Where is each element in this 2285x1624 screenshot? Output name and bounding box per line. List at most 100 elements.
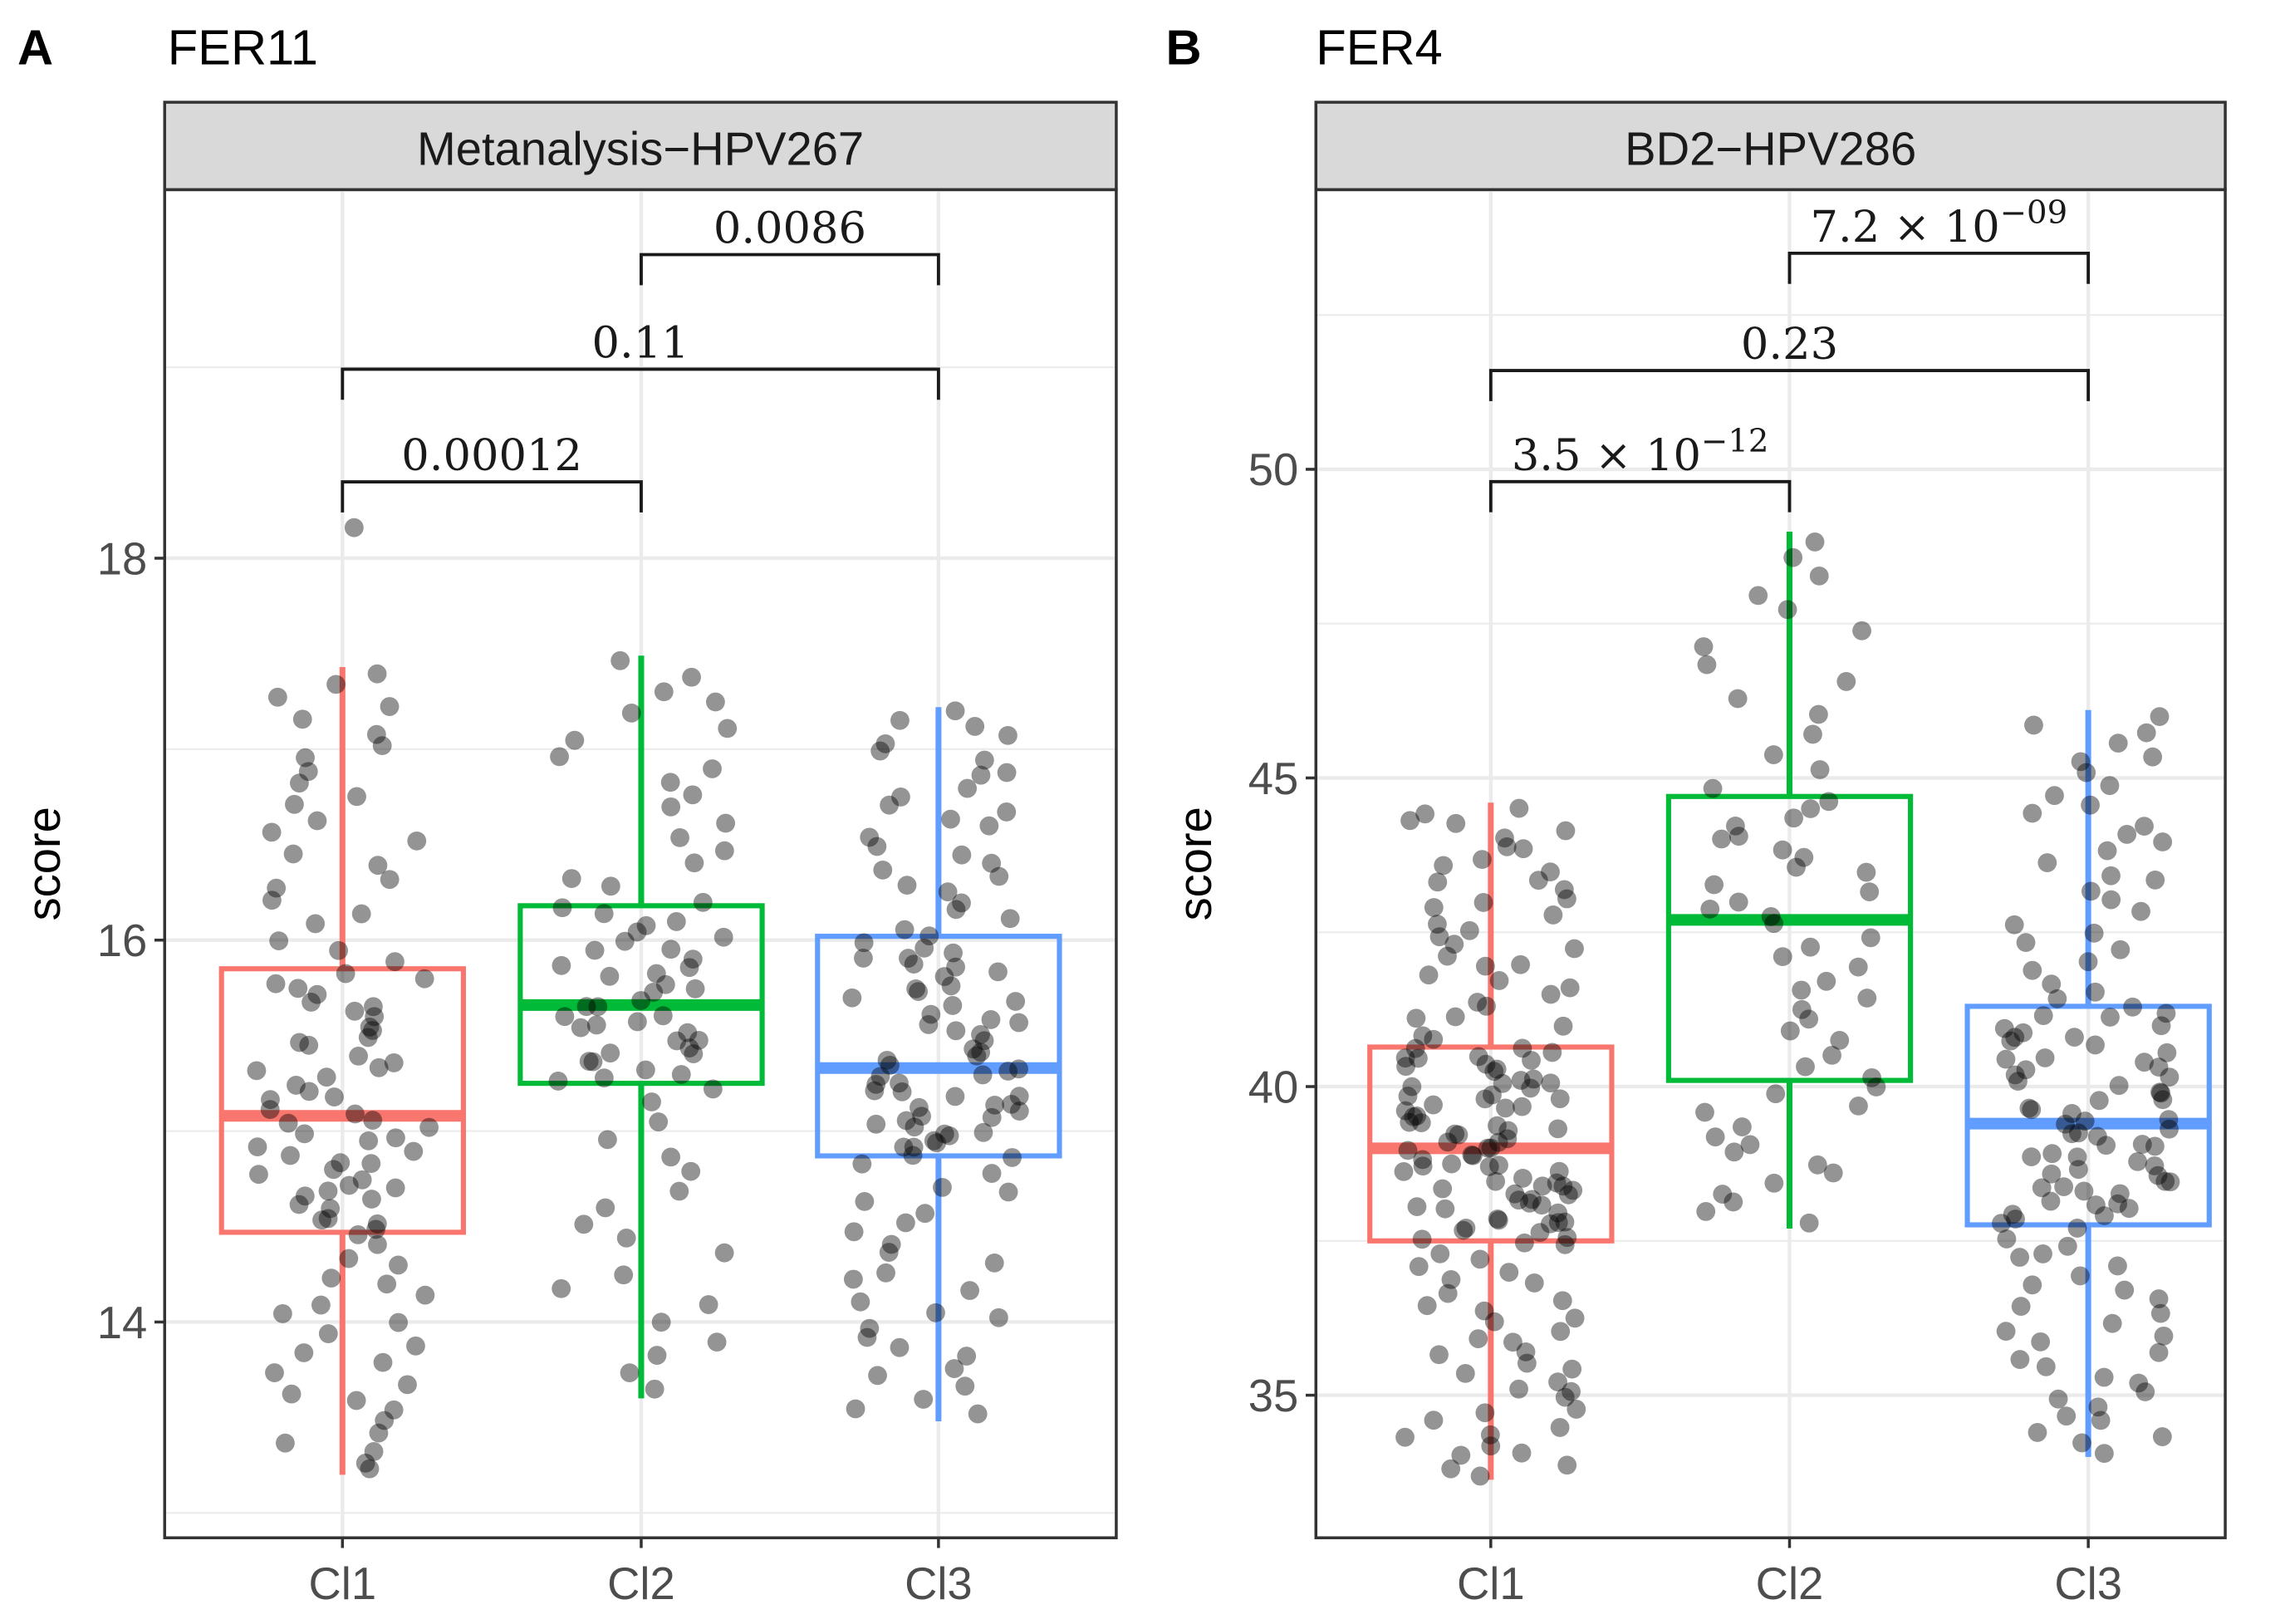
data-point <box>866 1114 886 1134</box>
data-point <box>2042 1144 2062 1164</box>
data-point <box>1469 1047 1488 1067</box>
data-point <box>646 964 666 984</box>
data-point <box>552 898 572 918</box>
data-point <box>1444 935 1464 954</box>
y-tick-label: 50 <box>1248 444 1298 495</box>
data-point <box>655 974 675 994</box>
data-point <box>2045 786 2064 806</box>
data-point <box>854 933 874 953</box>
data-point <box>1516 1342 1536 1362</box>
data-point <box>359 1131 379 1151</box>
p-value-label: 7.2 × 10−09 <box>1810 194 2067 253</box>
data-point <box>288 979 308 998</box>
data-point <box>981 1010 1001 1029</box>
bracket-line <box>640 253 940 286</box>
data-point <box>1470 1249 1490 1269</box>
data-point <box>594 1068 614 1088</box>
data-point <box>1524 1273 1544 1293</box>
data-point <box>2078 952 2098 972</box>
data-point <box>1476 1054 1496 1074</box>
y-tick-label: 40 <box>1248 1062 1298 1112</box>
data-point <box>1413 1156 1433 1176</box>
data-point <box>699 1295 718 1314</box>
data-point <box>1406 1008 1426 1028</box>
data-point <box>2109 1076 2129 1096</box>
data-point <box>1724 1142 1744 1162</box>
data-point <box>941 809 960 829</box>
data-point <box>1557 889 1576 909</box>
data-point <box>934 967 954 986</box>
panel-border <box>163 188 1118 1539</box>
data-point <box>1486 1171 1506 1191</box>
data-point <box>364 1441 384 1461</box>
data-point <box>366 1219 385 1239</box>
panel-label: A <box>17 19 53 75</box>
data-point <box>389 1255 408 1275</box>
data-point <box>867 837 887 856</box>
data-point <box>1473 850 1492 870</box>
data-point <box>1512 1443 1532 1463</box>
data-point <box>2145 1156 2165 1175</box>
data-point <box>2095 1206 2114 1225</box>
data-point <box>1748 586 1768 606</box>
data-point <box>295 1186 315 1206</box>
data-point <box>631 991 651 1010</box>
data-point <box>2088 1397 2108 1417</box>
data-point <box>1784 808 1804 828</box>
data-point <box>2042 974 2062 994</box>
data-point <box>1764 914 1784 934</box>
data-point <box>1543 905 1563 925</box>
data-point <box>362 1190 381 1209</box>
data-point <box>1799 1213 1819 1233</box>
data-point <box>2149 1342 2169 1362</box>
data-point <box>997 763 1017 783</box>
data-point <box>1822 1045 1841 1065</box>
data-point <box>1489 1155 1508 1175</box>
data-point <box>1805 532 1825 552</box>
data-point <box>683 785 703 805</box>
data-point <box>1565 939 1584 959</box>
data-point <box>2151 1016 2171 1036</box>
data-point <box>2071 1266 2090 1286</box>
data-point <box>621 703 641 723</box>
data-point <box>1495 828 1514 848</box>
data-point <box>944 1359 964 1378</box>
data-point <box>2131 901 2150 921</box>
data-point <box>1424 898 1444 917</box>
data-point <box>369 1423 389 1443</box>
data-point <box>1396 1057 1415 1077</box>
data-point <box>249 1165 268 1185</box>
data-point <box>1441 1269 1461 1289</box>
data-point <box>718 719 738 738</box>
data-point <box>955 1376 975 1396</box>
data-point <box>1728 827 1748 846</box>
p-value-label: 0.0086 <box>713 203 866 253</box>
data-point <box>272 1304 292 1323</box>
data-point <box>909 982 928 1002</box>
data-point <box>1407 1106 1427 1126</box>
data-point <box>262 891 282 910</box>
data-point <box>1470 1466 1490 1486</box>
data-point <box>2008 1072 2028 1092</box>
data-point <box>2068 1160 2088 1180</box>
data-point <box>384 1400 404 1420</box>
data-point <box>1783 547 1803 567</box>
data-point <box>2108 1256 2127 1276</box>
data-point <box>601 1043 620 1063</box>
data-point <box>1394 1161 1414 1181</box>
data-point <box>2019 1098 2039 1118</box>
data-point <box>2057 1236 2077 1256</box>
data-point <box>1817 971 1836 991</box>
data-point <box>318 1209 338 1229</box>
data-point <box>2005 1028 2025 1048</box>
y-tick-label: 16 <box>97 915 147 966</box>
x-tick-label: Cl2 <box>1756 1558 1824 1609</box>
data-point <box>875 733 895 753</box>
data-point <box>910 1097 929 1117</box>
data-point <box>325 1087 344 1106</box>
data-point <box>1552 1291 1572 1311</box>
x-tick-label: Cl2 <box>607 1558 675 1609</box>
data-point <box>1009 1013 1029 1033</box>
data-point <box>1807 1155 1827 1175</box>
data-point <box>667 1031 687 1051</box>
